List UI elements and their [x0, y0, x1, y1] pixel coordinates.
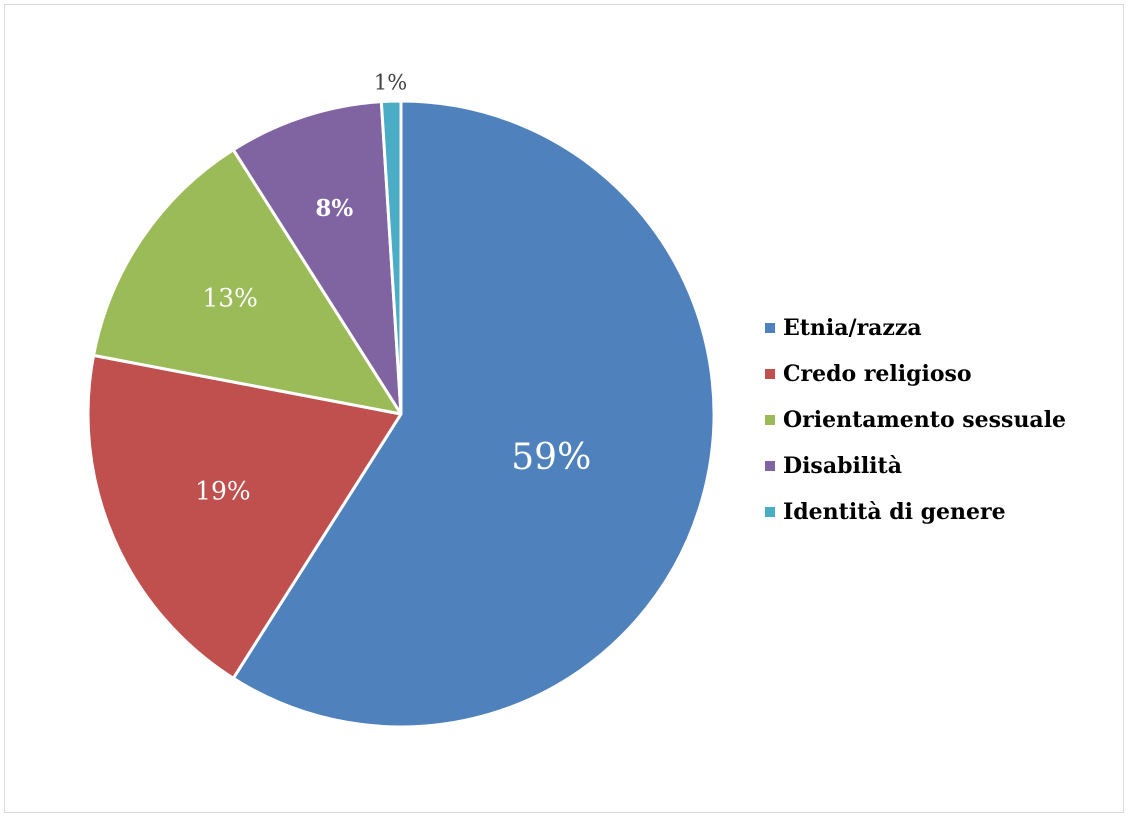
- pie-slice-etnia-razza: [231, 99, 716, 729]
- legend-label-etnia-razza: Etnia/razza: [783, 315, 922, 341]
- data-label-etnia-razza: 59%: [511, 437, 591, 478]
- data-label-disabilita: 8%: [315, 195, 353, 222]
- chart-frame: 59% 19% 13% 8% 1% Etnia/razza Credo religioso…: [4, 4, 1124, 813]
- legend-swatch-etnia-razza: [765, 323, 775, 333]
- legend-item-orientamento-sessuale: Orientamento sessuale: [765, 397, 1125, 443]
- legend-swatch-disabilita: [765, 461, 775, 471]
- legend-label-disabilita: Disabilità: [783, 453, 902, 479]
- legend-label-credo-religioso: Credo religioso: [783, 361, 972, 387]
- legend-label-identita-di-genere: Identità di genere: [783, 499, 1006, 525]
- legend-label-orientamento-sessuale: Orientamento sessuale: [783, 407, 1067, 433]
- legend-swatch-identita-di-genere: [765, 507, 775, 517]
- pie-slice-orientamento-sessuale: [92, 148, 403, 416]
- pie-slices: [86, 99, 716, 729]
- pie-slice-identita-di-genere: [379, 99, 403, 416]
- pie-chart: 59% 19% 13% 8% 1%: [86, 70, 716, 729]
- legend-item-credo-religioso: Credo religioso: [765, 351, 1125, 397]
- data-label-identita-di-genere: 1%: [374, 70, 407, 94]
- data-label-credo-religioso: 19%: [195, 477, 251, 506]
- pie-slice-disabilita: [231, 100, 403, 416]
- legend-item-etnia-razza: Etnia/razza: [765, 305, 1125, 351]
- legend-swatch-orientamento-sessuale: [765, 415, 775, 425]
- pie-labels: 59% 19% 13% 8% 1%: [195, 70, 591, 505]
- legend-item-disabilita: Disabilità: [765, 443, 1125, 489]
- pie-slice-credo-religioso: [86, 353, 403, 680]
- legend-item-identita-di-genere: Identità di genere: [765, 489, 1125, 535]
- legend-swatch-credo-religioso: [765, 369, 775, 379]
- data-label-orientamento-sessuale: 13%: [202, 283, 258, 312]
- legend: Etnia/razza Credo religioso Orientamento s…: [765, 305, 1125, 535]
